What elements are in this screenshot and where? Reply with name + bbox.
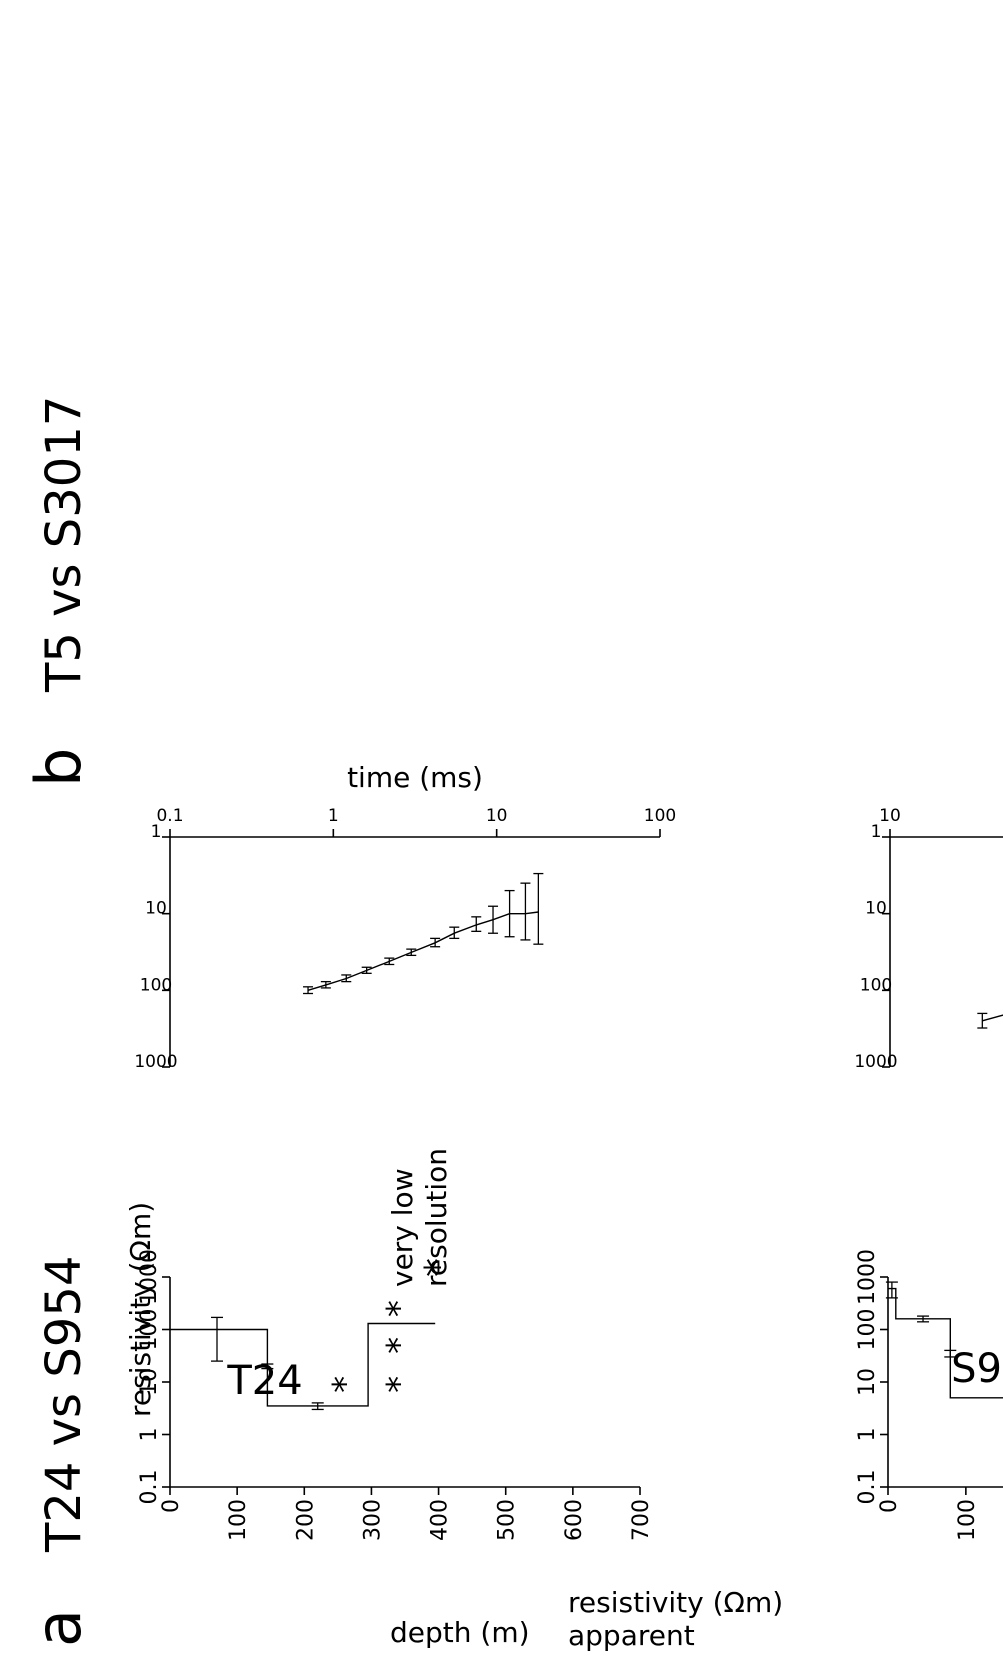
depth-tick-label: 700 bbox=[629, 1499, 654, 1541]
apparent-label-line1: apparent bbox=[568, 1619, 695, 1652]
resistivity-tick-label: 100 bbox=[855, 1309, 880, 1351]
x-tick-label: 100 bbox=[644, 806, 676, 826]
x-tick-label: 0.1 bbox=[156, 806, 183, 826]
resistivity-tick-label: 10 bbox=[137, 1368, 162, 1396]
panel-title-b: T5 vs S3017 bbox=[36, 396, 92, 693]
resistivity-axis-label: resistivity (Ωm) bbox=[124, 1202, 157, 1417]
depth-tick-label: 600 bbox=[562, 1499, 587, 1541]
panel-title-a: T24 vs S954 bbox=[36, 1256, 92, 1553]
plot-label-t24: T24 bbox=[226, 1358, 302, 1404]
resistivity-tick-label: 10 bbox=[855, 1368, 880, 1396]
panel-label-b: b bbox=[22, 748, 95, 787]
x-tick-label: 10 bbox=[486, 806, 508, 826]
resistivity-tick-label: 0.1 bbox=[855, 1470, 880, 1505]
apparent-label-line2: resistivity (Ωm) bbox=[568, 1586, 783, 1619]
depth-tick-label: 300 bbox=[360, 1499, 385, 1541]
sounding-curve bbox=[307, 911, 539, 991]
x-tick-label: 1 bbox=[328, 806, 339, 826]
y-tick-label: 100 bbox=[140, 975, 172, 995]
depth-plot-s954: 0.111010010000100200300400500600700S954 bbox=[855, 1249, 1003, 1541]
resistivity-tick-label: 1000 bbox=[137, 1249, 162, 1305]
depth-axis-label: depth (m) bbox=[390, 1616, 530, 1649]
x-tick-label: 10 bbox=[879, 806, 901, 826]
y-tick-label: 1000 bbox=[134, 1052, 177, 1072]
depth-tick-label: 0 bbox=[159, 1499, 184, 1513]
legend-symbol: * bbox=[417, 1258, 461, 1277]
depth-tick-label: 500 bbox=[495, 1499, 520, 1541]
depth-tick-label: 400 bbox=[428, 1499, 453, 1541]
y-tick-label: 10 bbox=[865, 899, 887, 919]
sounding-curve bbox=[982, 912, 1003, 1022]
low-resolution-marker: * bbox=[379, 1300, 419, 1317]
y-tick-label: 1000 bbox=[854, 1052, 897, 1072]
low-resolution-marker: * bbox=[326, 1376, 366, 1393]
y-tick-label: 1 bbox=[151, 822, 162, 842]
depth-tick-label: 100 bbox=[955, 1499, 980, 1541]
resistivity-tick-label: 0.1 bbox=[137, 1470, 162, 1505]
legend-line1: very low bbox=[386, 1168, 419, 1287]
legend-line2: resolution bbox=[420, 1148, 453, 1287]
low-resolution-marker: * bbox=[379, 1376, 419, 1393]
y-tick-label: 100 bbox=[860, 975, 892, 995]
resistivity-tick-label: 1 bbox=[137, 1428, 162, 1442]
low-resolution-marker: * bbox=[379, 1337, 419, 1354]
resistivity-tick-label: 1000 bbox=[855, 1249, 880, 1305]
depth-tick-label: 0 bbox=[877, 1499, 902, 1513]
resistivity-tick-label: 100 bbox=[137, 1309, 162, 1351]
y-tick-label: 10 bbox=[145, 899, 167, 919]
sounding-axis-label: time (ms) bbox=[347, 761, 483, 794]
depth-plot-t24: 0.1 1 10 100 1000 0 100 200 300 400 500 600 700 * * * * T… bbox=[137, 1249, 654, 1541]
plot-label-s954: S954 bbox=[951, 1346, 1003, 1392]
y-tick-label: 1 bbox=[871, 822, 882, 842]
resistivity-tick-label: 1 bbox=[855, 1428, 880, 1442]
depth-tick-label: 200 bbox=[293, 1499, 318, 1541]
sounding-plot-5: 10100100010,0001101001000AB/2 (m) bbox=[854, 806, 1003, 1072]
model-line bbox=[888, 1287, 1003, 1399]
panel-label-a: a bbox=[22, 1609, 95, 1647]
depth-tick-label: 100 bbox=[226, 1499, 251, 1541]
